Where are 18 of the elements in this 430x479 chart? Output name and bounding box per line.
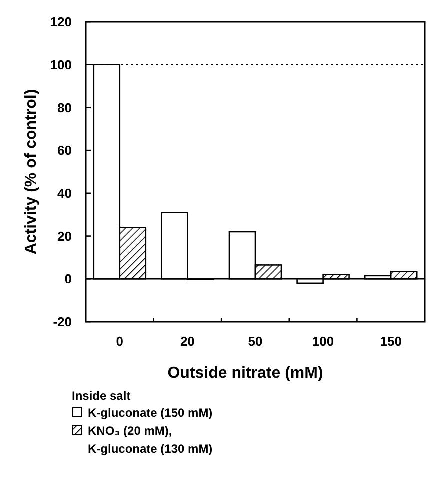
- y-tick-label: 60: [58, 143, 72, 158]
- y-tick-label: 20: [58, 228, 72, 244]
- x-axis-title: Outside nitrate (mM): [168, 365, 324, 382]
- y-tick-label: 40: [58, 186, 72, 201]
- x-tick-label: 100: [312, 334, 334, 349]
- y-tick-label: -20: [53, 314, 72, 330]
- legend-label: KNO₃ (20 mM), K-gluconate (130 mM): [88, 424, 213, 456]
- y-tick-label: 80: [58, 100, 72, 116]
- x-tick-label: 50: [248, 334, 263, 349]
- legend-title: Inside salt: [72, 389, 131, 403]
- y-axis-title: Activity (% of control): [23, 89, 40, 255]
- y-tick-label: 100: [50, 57, 72, 72]
- legend-label: K-gluconate (150 mM): [88, 406, 213, 420]
- y-tick-label: 0: [64, 272, 72, 287]
- x-tick-label: 150: [380, 334, 402, 349]
- y-tick-label: 120: [50, 14, 72, 30]
- x-tick-label: 20: [180, 334, 195, 349]
- x-tick-label: 0: [116, 334, 124, 349]
